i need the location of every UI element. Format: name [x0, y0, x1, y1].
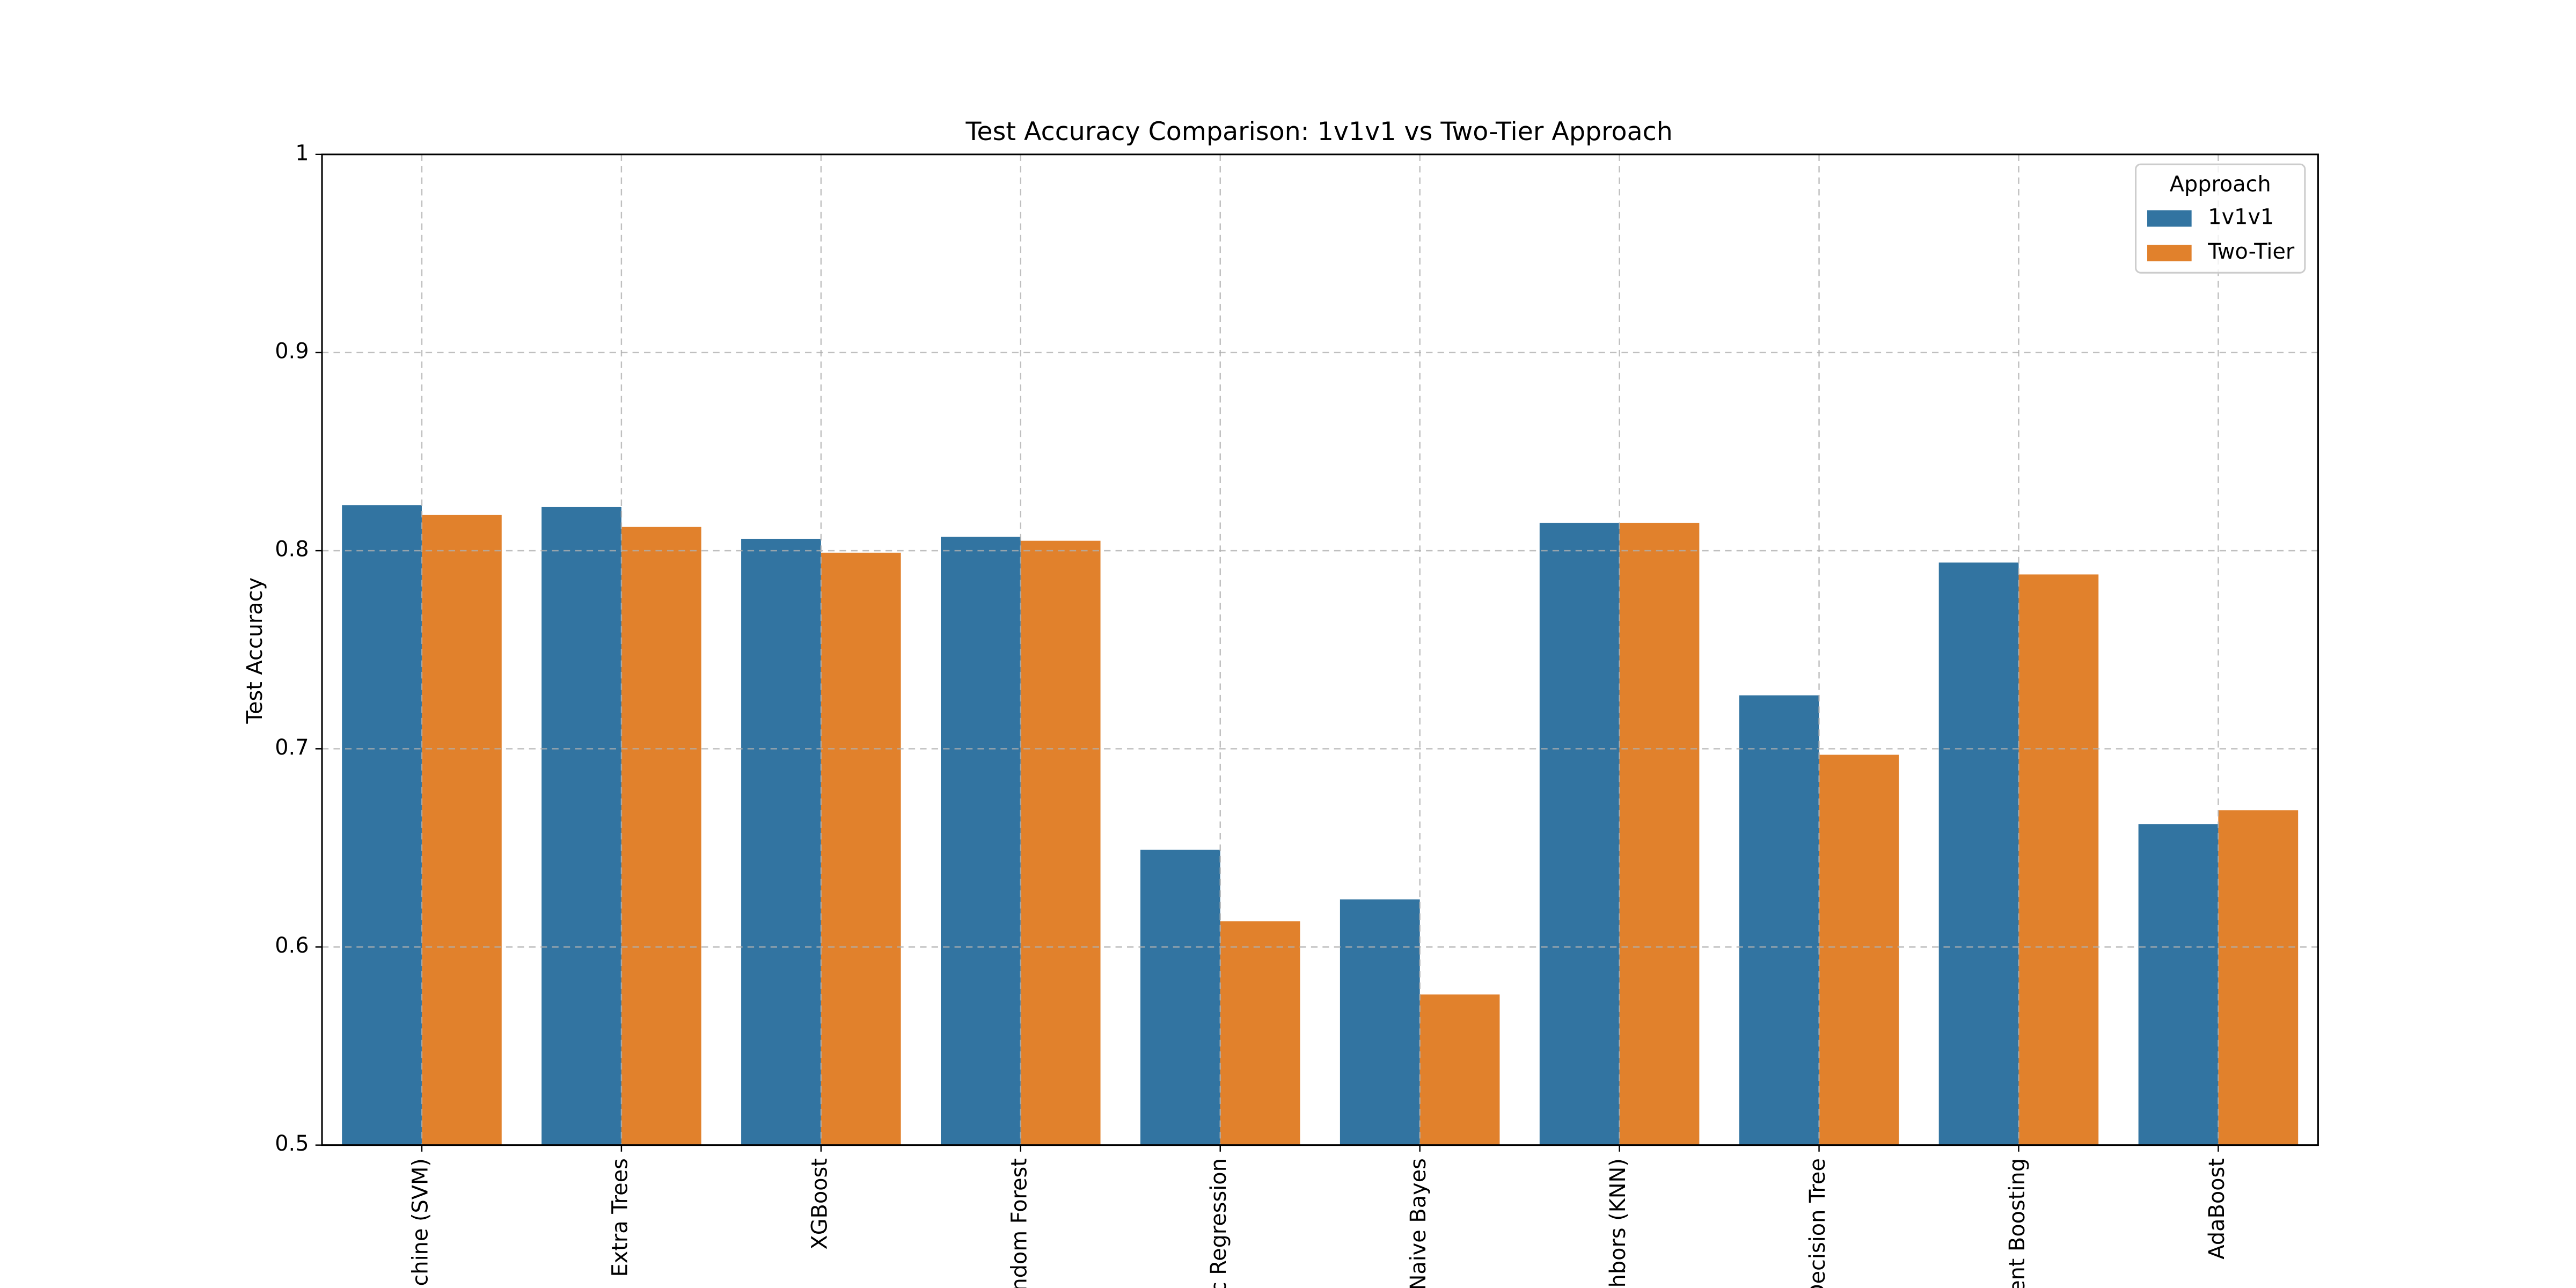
y-tick-label: 0.6 — [275, 933, 309, 958]
legend-swatch — [2147, 210, 2192, 227]
x-tick-label: Logistic Regression — [1206, 1158, 1231, 1288]
bar — [621, 526, 701, 1145]
bar — [1220, 921, 1300, 1145]
bar — [1938, 562, 2019, 1145]
y-axis-label: Test Accuracy — [243, 577, 267, 724]
legend-label: Two-Tier — [2207, 239, 2295, 264]
bar — [2138, 824, 2219, 1145]
legend-label: 1v1v1 — [2208, 205, 2274, 230]
bar — [1739, 695, 1819, 1145]
y-tick-label: 0.8 — [275, 537, 309, 562]
bar — [1819, 755, 1899, 1145]
x-tick-label: Decision Tree — [1805, 1158, 1830, 1288]
bar — [541, 507, 621, 1145]
y-tick-label: 0.9 — [275, 339, 309, 363]
bar — [741, 538, 821, 1145]
bar — [421, 515, 502, 1145]
bar — [1539, 523, 1620, 1145]
plot-frame — [321, 153, 2319, 1146]
bar — [1140, 850, 1220, 1145]
bar — [342, 505, 422, 1145]
x-tick-label: XGBoost — [807, 1158, 832, 1249]
x-tick-label: Random Forest — [1007, 1158, 1031, 1288]
bar — [1619, 523, 1700, 1145]
x-tick-label: AdaBoost — [2205, 1158, 2229, 1259]
y-tick-label: 1 — [295, 141, 309, 165]
bar — [2018, 574, 2099, 1145]
bar — [1419, 994, 1500, 1145]
x-tick-label: Support Vector Machine (SVM) — [408, 1158, 433, 1288]
legend-swatch — [2147, 245, 2192, 261]
x-tick-label: K-Nearest Neighbors (KNN) — [1606, 1158, 1630, 1288]
bar — [821, 552, 901, 1145]
bar — [941, 537, 1021, 1145]
chart-title: Test Accuracy Comparison: 1v1v1 vs Two-T… — [965, 117, 1673, 147]
x-tick-label: Naive Bayes — [1406, 1158, 1431, 1288]
y-tick-label: 0.5 — [275, 1131, 309, 1156]
x-tick-label: Extra Trees — [608, 1158, 632, 1277]
bar — [1020, 540, 1101, 1145]
y-tick-label: 0.7 — [275, 735, 309, 760]
x-tick-label: Gradient Boosting — [2005, 1158, 2030, 1288]
bar — [1340, 899, 1420, 1145]
legend-title: Approach — [2170, 172, 2271, 196]
bar — [2218, 810, 2299, 1145]
